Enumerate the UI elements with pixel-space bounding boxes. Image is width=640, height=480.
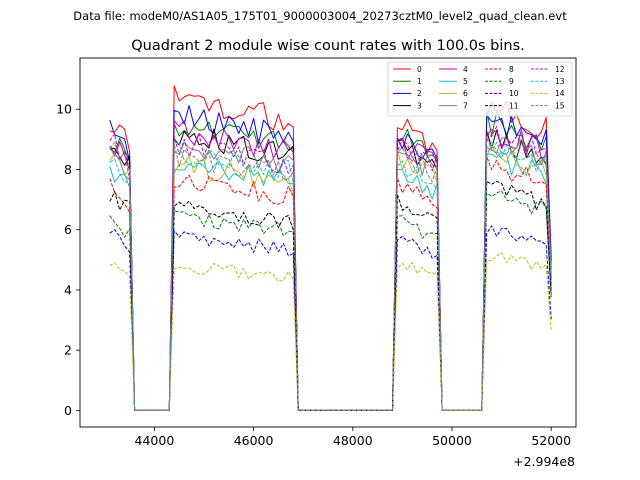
plot-area <box>80 58 576 427</box>
legend-label: 12 <box>555 65 565 74</box>
legend-label: 9 <box>509 77 514 86</box>
legend-label: 7 <box>463 101 468 110</box>
legend-label: 3 <box>417 101 422 110</box>
legend-label: 1 <box>417 77 422 86</box>
y-tick-label: 0 <box>64 403 72 418</box>
x-tick-label: 52000 <box>531 433 571 448</box>
series-line-15 <box>109 136 552 411</box>
y-tick-label: 10 <box>56 102 72 117</box>
legend-label: 14 <box>555 89 565 98</box>
legend-label: 13 <box>555 77 565 86</box>
y-axis-ticks: 0 2 4 6 8 10 <box>56 102 80 418</box>
legend-label: 10 <box>509 89 519 98</box>
legend-label: 4 <box>463 65 468 74</box>
y-tick-label: 2 <box>64 343 72 358</box>
legend-label: 8 <box>509 65 514 74</box>
x-tick-label: 48000 <box>333 433 373 448</box>
x-offset-label: +2.994e8 <box>513 454 575 469</box>
legend-label: 5 <box>463 77 468 86</box>
legend-label: 2 <box>417 89 422 98</box>
y-tick-label: 8 <box>64 162 72 177</box>
y-tick-label: 4 <box>64 282 72 297</box>
x-tick-label: 46000 <box>234 433 274 448</box>
series-lines <box>109 85 552 411</box>
y-tick-label: 6 <box>64 222 72 237</box>
x-tick-label: 44000 <box>135 433 175 448</box>
axes-frame <box>79 57 577 428</box>
x-axis-ticks: 44000 46000 48000 50000 52000 <box>135 427 571 448</box>
legend-label: 15 <box>555 101 565 110</box>
legend-box <box>387 61 573 117</box>
x-tick-label: 50000 <box>432 433 472 448</box>
legend-label: 11 <box>509 101 519 110</box>
legend-label: 0 <box>417 65 422 74</box>
data-file-suptitle: Data file: modeM0/AS1A05_175T01_90000030… <box>73 9 567 23</box>
legend-label: 6 <box>463 89 468 98</box>
chart-title: Quadrant 2 module wise count rates with … <box>131 38 525 54</box>
